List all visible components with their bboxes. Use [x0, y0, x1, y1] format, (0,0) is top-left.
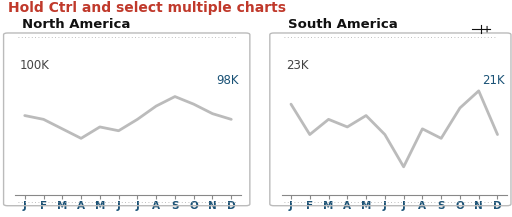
Text: 23K: 23K — [286, 59, 309, 72]
Text: 100K: 100K — [20, 59, 50, 72]
Text: ✛: ✛ — [482, 25, 490, 35]
Text: 21K: 21K — [482, 74, 505, 87]
Text: 98K: 98K — [216, 74, 239, 87]
Text: Hold Ctrl and select multiple charts: Hold Ctrl and select multiple charts — [8, 1, 286, 15]
Text: South America: South America — [288, 18, 398, 31]
Text: North America: North America — [22, 18, 131, 31]
